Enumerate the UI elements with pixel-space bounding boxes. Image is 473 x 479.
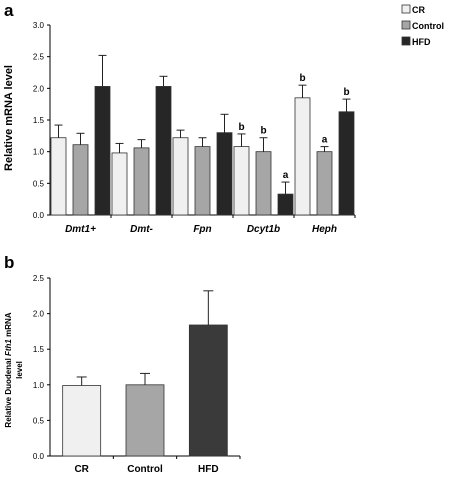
chart-b-y-tick-label: 1.0: [33, 381, 45, 390]
chart-a-category-label: Fpn: [193, 224, 211, 235]
chart-a-bar: [155, 86, 172, 216]
chart-a-bars: b b a b a b: [50, 54, 355, 216]
chart-a-y-tick-label: 2.0: [33, 84, 45, 93]
chart-a-bar: [133, 147, 150, 216]
chart-a-y-tick-label: 3.0: [33, 21, 45, 30]
chart-b-ylabel-part3: mRNA: [4, 312, 13, 339]
chart-b-categories: CR Control HFD: [74, 464, 218, 475]
chart-b-bar: [62, 385, 102, 457]
chart-b-category-label: CR: [74, 464, 89, 475]
chart-a-y-tick-label: 1.5: [33, 116, 45, 125]
chart-a-y-tick-label: 0.5: [33, 179, 45, 188]
chart-a-legend-label: Control: [412, 21, 444, 31]
chart-b-y-tick-label: 0.0: [33, 452, 45, 461]
chart-b-y-tick-label: 2.0: [33, 310, 45, 319]
chart-a-significance-label: b: [343, 87, 349, 98]
chart-b-ylabel-gene: Fth1: [4, 339, 13, 356]
chart-b-bar: [125, 384, 165, 457]
chart-a-bar: [277, 193, 294, 216]
chart-b-y-tick-label: 0.5: [33, 416, 45, 425]
chart-a-bar: [216, 132, 233, 216]
chart-a-legend: CR Control HFD: [401, 4, 444, 47]
chart-b-y-axis-label-line2: level: [15, 361, 24, 379]
chart-a-bar: [316, 151, 333, 216]
chart-a-bar: [111, 152, 128, 216]
chart-a-y-axis-label: Relative mRNA level: [3, 65, 15, 171]
chart-a-y-tick-label: 0.0: [33, 211, 45, 220]
chart-a-significance-label: b: [260, 126, 266, 137]
chart-a-categories: Dmt1+ Dmt- Fpn Dcyt1b Heph: [65, 224, 337, 235]
chart-a: Relative mRNA level 0.0 0.5 1.0 1.5 2.0 2.5 3.…: [3, 4, 444, 235]
chart-a-bar: [50, 137, 67, 216]
chart-b-category-label: Control: [127, 464, 163, 475]
chart-a-bar: [194, 146, 211, 216]
chart-a-bar: [294, 97, 311, 216]
chart-a-significance-label: b: [299, 73, 305, 84]
chart-a-category-label: Dcyt1b: [247, 224, 280, 235]
chart-a-legend-swatch: [401, 20, 411, 30]
chart-a-legend-label: CR: [412, 5, 425, 15]
chart-a-y-tick-label: 1.0: [33, 148, 45, 157]
chart-a-legend-label: HFD: [412, 37, 431, 47]
panel-letter-a: a: [4, 1, 14, 20]
chart-a-bar: [72, 144, 89, 216]
chart-a-bar: [233, 146, 250, 216]
chart-a-bar: [255, 151, 272, 216]
chart-a-significance-label: b: [238, 122, 244, 133]
chart-b-bar: [188, 324, 228, 457]
chart-b-ylabel-part1: Relative Duodenal: [4, 356, 13, 428]
chart-a-legend-swatch: [401, 36, 411, 46]
chart-a-category-label: Dmt1+: [65, 224, 96, 235]
chart-b-bars: [62, 290, 228, 457]
chart-a-significance-label: a: [283, 170, 289, 181]
chart-a-bar: [172, 137, 189, 216]
chart-b-category-label: HFD: [198, 464, 219, 475]
chart-a-category-label: Heph: [312, 224, 337, 235]
chart-a-category-label: Dmt-: [130, 224, 153, 235]
chart-a-y-tick-label: 2.5: [33, 53, 45, 62]
chart-a-legend-swatch: [401, 4, 411, 14]
chart-a-bar: [338, 111, 355, 216]
chart-b: Relative Duodenal Fth1 mRNA level 0.0 0.5…: [4, 274, 241, 475]
chart-a-significance-label: a: [322, 135, 328, 146]
chart-b-y-tick-label: 1.5: [33, 345, 45, 354]
chart-b-y-axis-label-line1: Relative Duodenal Fth1 mRNA: [4, 312, 13, 427]
panel-letter-b: b: [4, 253, 14, 272]
chart-b-y-tick-label: 2.5: [33, 274, 45, 283]
chart-a-bar: [94, 86, 111, 216]
